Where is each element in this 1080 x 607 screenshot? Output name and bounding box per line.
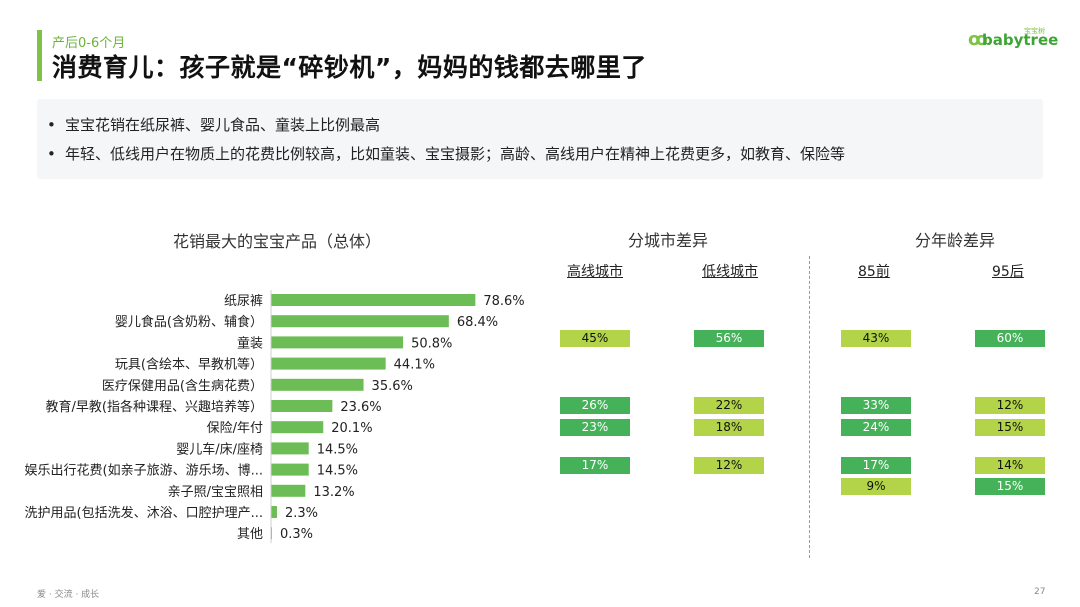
badge-age95: 15% — [975, 478, 1045, 495]
group-label-high-city: 高线城市 — [567, 264, 623, 280]
badge-low-city: 22% — [694, 397, 764, 414]
bar — [271, 484, 306, 497]
category-label: 保险/年付 — [207, 421, 263, 436]
group-label-85: 85前 — [858, 264, 890, 280]
summary-box: • 宝宝花销在纸尿裤、婴儿食品、童装上比例最高 • 年轻、低线用户在物质上的花费比例… — [37, 99, 1043, 179]
logo-cn-text: 宝宝树 — [1024, 27, 1045, 35]
badge-age85: 24% — [841, 419, 911, 436]
badge-high-city: 23% — [560, 419, 630, 436]
badge-low-city: 18% — [694, 419, 764, 436]
bar — [271, 294, 476, 306]
badge-age95: 14% — [975, 457, 1045, 474]
category-label: 婴儿食品(含奶粉、辅食） — [115, 314, 263, 330]
logo-wordmark: babytree — [982, 31, 1059, 49]
category-label: 纸尿裤 — [224, 294, 263, 309]
value-label: 14.5% — [317, 442, 358, 457]
title-accent-bar — [37, 30, 42, 81]
category-label: 医疗保健用品(含生病花费） — [102, 378, 263, 394]
overall-chart-title: 花销最大的宝宝产品（总体） — [173, 232, 382, 251]
value-label: 50.8% — [411, 336, 452, 351]
babytree-logo: ꝏ babytree 宝宝树 — [968, 27, 1058, 50]
value-label: 2.3% — [285, 506, 318, 521]
page-number: 27 — [1034, 587, 1046, 597]
summary-point: • 年轻、低线用户在物质上的花费比例较高，比如童装、宝宝摄影；高龄、高线用户在精神… — [47, 145, 846, 163]
bar — [271, 463, 309, 476]
badge-high-city: 17% — [560, 457, 630, 474]
bar — [271, 315, 449, 328]
badge-high-city: 45% — [560, 330, 630, 347]
value-label: 68.4% — [457, 315, 498, 330]
group-label-95: 95后 — [992, 264, 1024, 280]
category-label: 亲子照/宝宝照相 — [168, 485, 263, 500]
footer-slogan: 爱 · 交流 · 成长 — [37, 590, 100, 600]
badge-low-city: 56% — [694, 330, 764, 347]
page-subtitle: 产后0-6个月 — [52, 36, 126, 51]
category-label: 玩具(含绘本、早教机等） — [115, 357, 263, 373]
badge-age85: 43% — [841, 330, 911, 347]
bar — [271, 421, 324, 434]
page-title: 消费育儿：孩子就是“碎钞机”，妈妈的钱都去哪里了 — [52, 53, 647, 82]
bar — [271, 336, 404, 349]
value-label: 13.2% — [313, 485, 354, 500]
category-label: 婴儿车/床/座椅 — [176, 441, 263, 457]
value-label: 20.1% — [331, 421, 372, 436]
category-label: 娱乐出行花费(如亲子旅游、游乐场、博... — [25, 463, 263, 479]
value-label: 14.5% — [317, 464, 358, 479]
value-label: 44.1% — [394, 358, 435, 373]
value-label: 35.6% — [372, 379, 413, 394]
bar — [271, 378, 364, 391]
category-label: 教育/早教(指各种课程、兴趣培养等） — [46, 399, 263, 415]
badge-high-city: 26% — [560, 397, 630, 414]
bar — [271, 506, 277, 518]
badge-low-city: 12% — [694, 457, 764, 474]
category-label: 童装 — [237, 335, 263, 351]
city-section-title: 分城市差异 — [628, 231, 709, 250]
bar — [271, 400, 333, 412]
summary-point: • 宝宝花销在纸尿裤、婴儿食品、童装上比例最高 — [47, 116, 381, 134]
value-label: 78.6% — [483, 294, 524, 309]
category-label: 其他 — [237, 527, 263, 542]
value-label: 23.6% — [340, 400, 381, 415]
section-divider — [809, 256, 810, 558]
overall-bar-chart: 纸尿裤 78.6% 婴儿食品(含奶粉、辅食） 68.4% 童装 50.8% 玩具(含绘本、早… — [25, 290, 525, 544]
badge-age95: 60% — [975, 330, 1045, 347]
category-label: 洗护用品(包括洗发、沐浴、口腔护理产... — [25, 505, 263, 521]
logo-leaf-icon: ꝏ — [968, 29, 988, 50]
badge-age85: 9% — [841, 478, 911, 495]
badge-age95: 15% — [975, 419, 1045, 436]
bar — [271, 442, 309, 455]
badge-age85: 17% — [841, 457, 911, 474]
group-label-low-city: 低线城市 — [702, 264, 758, 280]
badge-age85: 33% — [841, 397, 911, 414]
bar — [271, 357, 386, 370]
value-label: 0.3% — [280, 527, 313, 542]
badge-age95: 12% — [975, 397, 1045, 414]
age-section-title: 分年龄差异 — [915, 231, 996, 250]
